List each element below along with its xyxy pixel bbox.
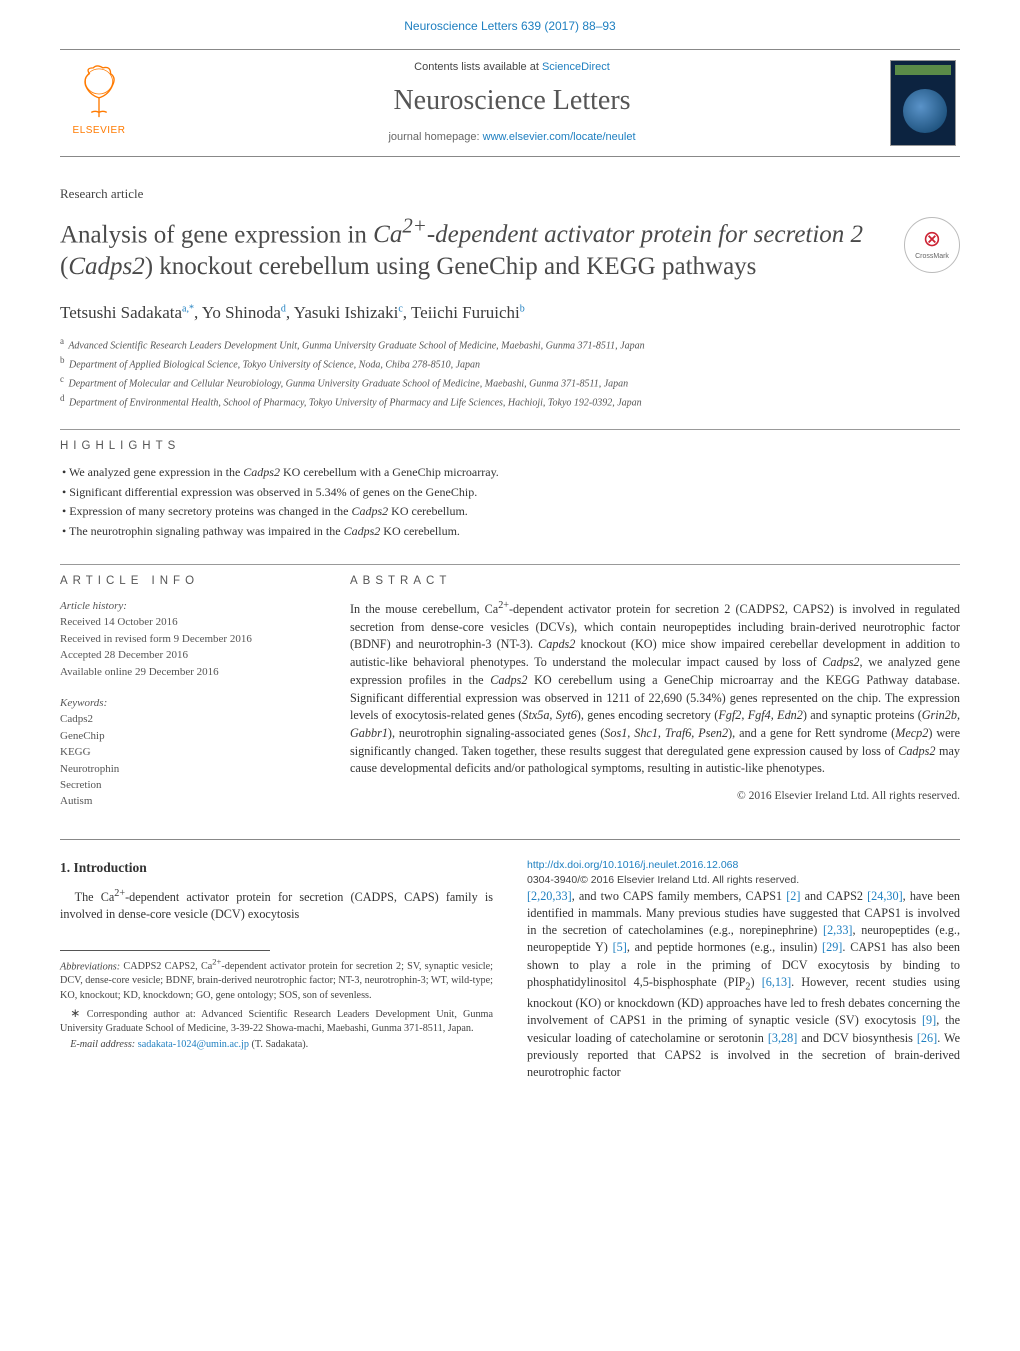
keywords-subheading: Keywords:: [60, 696, 310, 711]
intro-para-2: [2,20,33], and two CAPS family members, …: [527, 888, 960, 1082]
contents-lists-line: Contents lists available at ScienceDirec…: [134, 60, 890, 75]
highlight-item: We analyzed gene expression in the Cadps…: [62, 464, 960, 481]
abstract-copyright: © 2016 Elsevier Ireland Ltd. All rights …: [350, 788, 960, 804]
homepage-label: journal homepage:: [388, 131, 482, 143]
article-title: Analysis of gene expression in Ca2+-depe…: [60, 213, 886, 282]
abbrev-text: CADPS2 CAPS2, Ca2+-dependent activator p…: [60, 961, 493, 1001]
affiliation-line: b Department of Applied Biological Scien…: [60, 354, 960, 373]
keyword-line: KEGG: [60, 745, 310, 760]
article-type-label: Research article: [60, 185, 960, 203]
section-1-heading: 1. Introduction: [60, 858, 493, 877]
corr-email-name: (T. Sadakata).: [249, 1039, 308, 1050]
corr-email-link[interactable]: sadakata-1024@umin.ac.jp: [138, 1039, 249, 1050]
journal-header-banner: ELSEVIER Contents lists available at Sci…: [60, 49, 960, 157]
highlight-item: Significant differential expression was …: [62, 484, 960, 501]
history-subheading: Article history:: [60, 599, 310, 614]
footnote-rule: [60, 950, 270, 951]
footnotes-block: Abbreviations: CADPS2 CAPS2, Ca2+-depend…: [60, 950, 493, 1053]
rule-above-body: [60, 839, 960, 840]
rule-above-highlights: [60, 429, 960, 430]
email-label: E-mail address:: [70, 1039, 138, 1050]
author-list: Tetsushi Sadakataa,*, Yo Shinodad, Yasuk…: [60, 300, 960, 326]
corr-asterisk: ∗: [70, 1006, 87, 1020]
doi-rights: 0304-3940/© 2016 Elsevier Ireland Ltd. A…: [527, 874, 799, 886]
elsevier-wordmark: ELSEVIER: [73, 124, 126, 138]
journal-homepage-link[interactable]: www.elsevier.com/locate/neulet: [483, 131, 636, 143]
abstract-heading: ABSTRACT: [350, 573, 960, 589]
history-line: Available online 29 December 2016: [60, 665, 310, 680]
article-body: 1. Introduction The Ca2+-dependent activ…: [60, 858, 960, 1082]
article-info-heading: ARTICLE INFO: [60, 573, 310, 589]
journal-homepage-line: journal homepage: www.elsevier.com/locat…: [134, 130, 890, 145]
doi-link[interactable]: http://dx.doi.org/10.1016/j.neulet.2016.…: [527, 859, 738, 871]
affiliation-line: a Advanced Scientific Research Leaders D…: [60, 335, 960, 354]
highlights-heading: HIGHLIGHTS: [60, 438, 960, 454]
rule-above-info: [60, 564, 960, 565]
corr-text: Corresponding author at: Advanced Scient…: [60, 1009, 493, 1034]
sciencedirect-link[interactable]: ScienceDirect: [542, 61, 610, 73]
abbrev-label: Abbreviations:: [60, 961, 120, 972]
crossmark-label: CrossMark: [915, 252, 949, 262]
crossmark-badge[interactable]: ⊗ CrossMark: [904, 217, 960, 273]
abstract-text: In the mouse cerebellum, Ca2+-dependent …: [350, 599, 960, 778]
highlight-item: The neurotrophin signaling pathway was i…: [62, 523, 960, 540]
affiliations-list: a Advanced Scientific Research Leaders D…: [60, 335, 960, 410]
article-history-block: Article history: Received 14 October 201…: [60, 599, 310, 680]
elsevier-tree-icon: [70, 64, 128, 122]
affiliation-line: d Department of Environmental Health, Sc…: [60, 392, 960, 411]
journal-reference-top: Neuroscience Letters 639 (2017) 88–93: [0, 0, 1020, 49]
history-line: Received in revised form 9 December 2016: [60, 632, 310, 647]
keywords-block: Keywords: Cadps2 GeneChipKEGG Neurotrophin…: [60, 696, 310, 810]
keyword-line: Secretion: [60, 778, 310, 793]
keyword-line: GeneChip: [60, 729, 310, 744]
intro-para-1: The Ca2+-dependent activator protein for…: [60, 887, 493, 924]
journal-cover-thumbnail: [890, 60, 956, 146]
affiliation-line: c Department of Molecular and Cellular N…: [60, 373, 960, 392]
highlight-item: Expression of many secretory proteins wa…: [62, 503, 960, 520]
keyword-line: Cadps2: [60, 712, 310, 727]
history-line: Accepted 28 December 2016: [60, 648, 310, 663]
contents-prefix: Contents lists available at: [414, 61, 542, 73]
history-line: Received 14 October 2016: [60, 615, 310, 630]
elsevier-logo: ELSEVIER: [64, 64, 134, 142]
highlights-list: We analyzed gene expression in the Cadps…: [60, 464, 960, 540]
highlights-section: HIGHLIGHTS We analyzed gene expression i…: [60, 438, 960, 540]
journal-name: Neuroscience Letters: [134, 81, 890, 120]
keyword-line: Autism: [60, 794, 310, 809]
keyword-line: Neurotrophin: [60, 762, 310, 777]
doi-block: http://dx.doi.org/10.1016/j.neulet.2016.…: [527, 858, 960, 888]
crossmark-icon: ⊗: [923, 228, 941, 250]
